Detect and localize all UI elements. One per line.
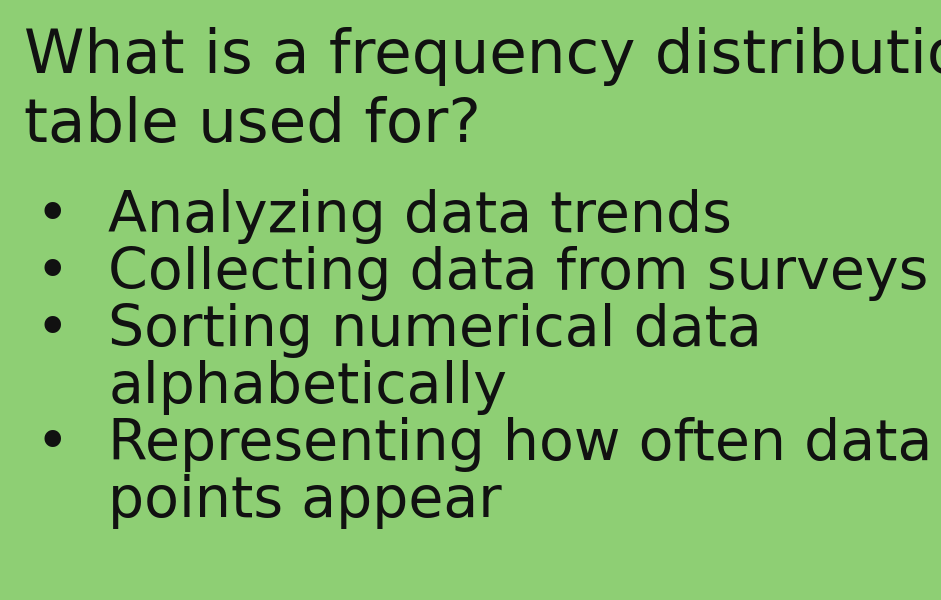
Text: table used for?: table used for? [24, 96, 481, 155]
Text: •: • [35, 189, 69, 244]
Text: •: • [35, 246, 69, 301]
Text: Sorting numerical data: Sorting numerical data [108, 303, 762, 358]
Text: points appear: points appear [108, 474, 502, 529]
Text: Analyzing data trends: Analyzing data trends [108, 189, 732, 244]
Text: •: • [35, 417, 69, 472]
Text: Representing how often data: Representing how often data [108, 417, 933, 472]
Text: alphabetically: alphabetically [108, 360, 507, 415]
Text: Collecting data from surveys: Collecting data from surveys [108, 246, 929, 301]
Text: What is a frequency distribution: What is a frequency distribution [24, 27, 941, 86]
Text: •: • [35, 303, 69, 358]
